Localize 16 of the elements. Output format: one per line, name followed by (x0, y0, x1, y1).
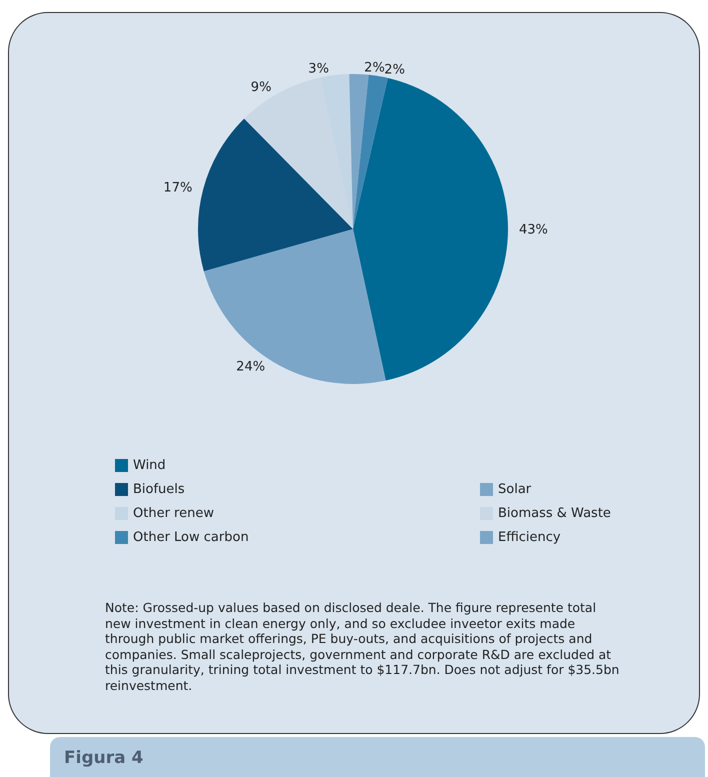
data-label: 43% (518, 222, 548, 238)
legend-label: Biofuels (133, 482, 185, 497)
data-label: 24% (236, 360, 266, 375)
data-label: 3% (308, 62, 329, 77)
data-label: 17% (163, 180, 192, 196)
text: Figura 4 (64, 748, 144, 768)
data-label: 9% (250, 80, 272, 95)
legend-label: Efficiency (498, 530, 561, 545)
legend-label: Solar (498, 482, 532, 497)
legend-label: Biomass & Waste (498, 506, 611, 521)
data-label: 2% (364, 60, 385, 76)
legend-label: Other Low carbon (133, 530, 249, 545)
legend-label: Wind (133, 458, 166, 473)
data-label: 2% (384, 62, 405, 78)
legend-label: Other renew (133, 506, 214, 521)
text: Note: Grossed-up values based on disclosed deale. The figure represente total new investment in clean energy only, and so excludee inveetor exits made through public market offerings, PE buy-outs, and acquisitions of projects and companies. Small scaleprojects, government and corporate R&D are excluded at this granularity, trining total investment to $117.7bn. Does not adjust for $35.5bn reinvestment. (105, 600, 620, 693)
